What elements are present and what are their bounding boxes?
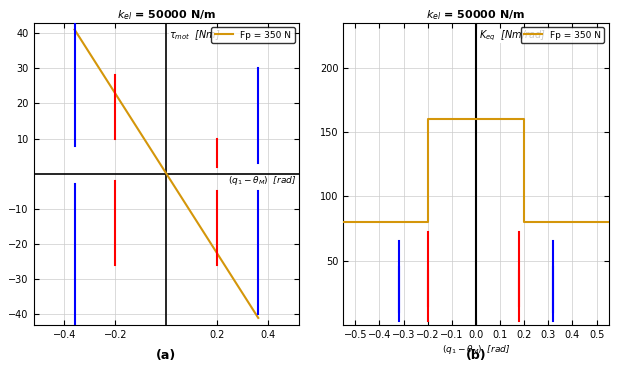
X-axis label: $(q_1 - \theta_M)$  [rad]: $(q_1 - \theta_M)$ [rad] xyxy=(442,342,510,356)
Text: $\tau_{mot}$  [Nm]: $\tau_{mot}$ [Nm] xyxy=(169,28,221,42)
Title: $k_{el}$ = 50000 N/m: $k_{el}$ = 50000 N/m xyxy=(117,8,216,22)
Text: (a): (a) xyxy=(156,349,176,362)
Text: (b): (b) xyxy=(466,349,486,362)
Title: $k_{el}$ = 50000 N/m: $k_{el}$ = 50000 N/m xyxy=(426,8,526,22)
Legend: Fp = 350 N: Fp = 350 N xyxy=(521,27,604,43)
Text: $(q_1 - \theta_M)$  [rad]: $(q_1 - \theta_M)$ [rad] xyxy=(228,174,296,187)
Legend: Fp = 350 N: Fp = 350 N xyxy=(211,27,294,43)
Text: $K_{eq}$  [Nm/rad]: $K_{eq}$ [Nm/rad] xyxy=(479,28,545,43)
